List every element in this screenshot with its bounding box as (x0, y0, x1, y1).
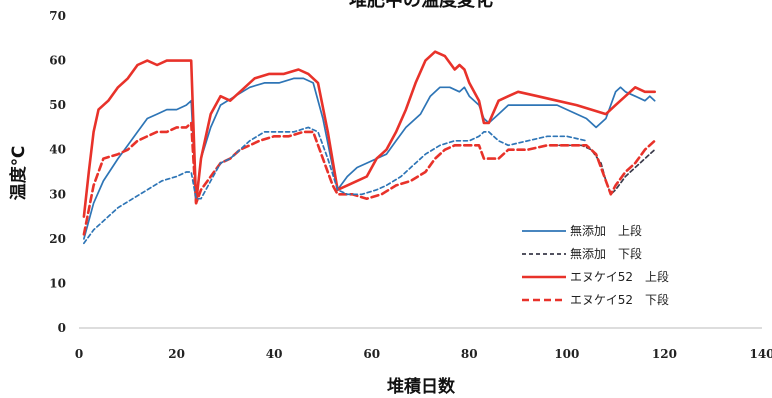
y-tick-label: 60 (49, 54, 66, 68)
x-tick-label: 100 (554, 347, 579, 361)
x-tick-label: 80 (461, 347, 478, 361)
y-tick-label: 20 (49, 232, 66, 246)
x-tick-label: 20 (168, 347, 185, 361)
series-layer (82, 50, 656, 245)
y-tick-label: 10 (49, 276, 66, 290)
x-tick-label: 140 (749, 347, 772, 361)
y-tick-label: 70 (49, 9, 66, 23)
y-tick-label: 0 (58, 321, 66, 335)
x-tick-label: 60 (363, 347, 380, 361)
legend-label: 無添加 上段 (570, 223, 642, 238)
chart-title: 堆肥中の温度変化 (349, 0, 493, 11)
series-line-4 (83, 126, 588, 245)
series-line-1 (551, 144, 656, 196)
legend-label: エヌケイ52 上段 (570, 269, 669, 284)
legend-label: 無添加 下段 (570, 246, 642, 261)
series-line-2 (82, 50, 656, 218)
y-tick-label: 30 (49, 187, 66, 201)
series-line-3 (82, 121, 656, 236)
x-tick-label: 0 (75, 347, 83, 361)
y-axis-title: 温度℃ (8, 146, 29, 201)
legend-label: エヌケイ52 下段 (570, 292, 669, 307)
x-tick-label: 120 (652, 347, 677, 361)
x-axis-title: 堆積日数 (387, 376, 456, 397)
x-tick-labels: 0 20 40 60 80 100 120 140 (75, 347, 772, 361)
y-tick-labels: 0 10 20 30 40 50 60 70 (49, 9, 66, 335)
y-tick-label: 50 (49, 98, 66, 112)
x-tick-label: 40 (266, 347, 283, 361)
y-tick-label: 40 (49, 143, 66, 157)
